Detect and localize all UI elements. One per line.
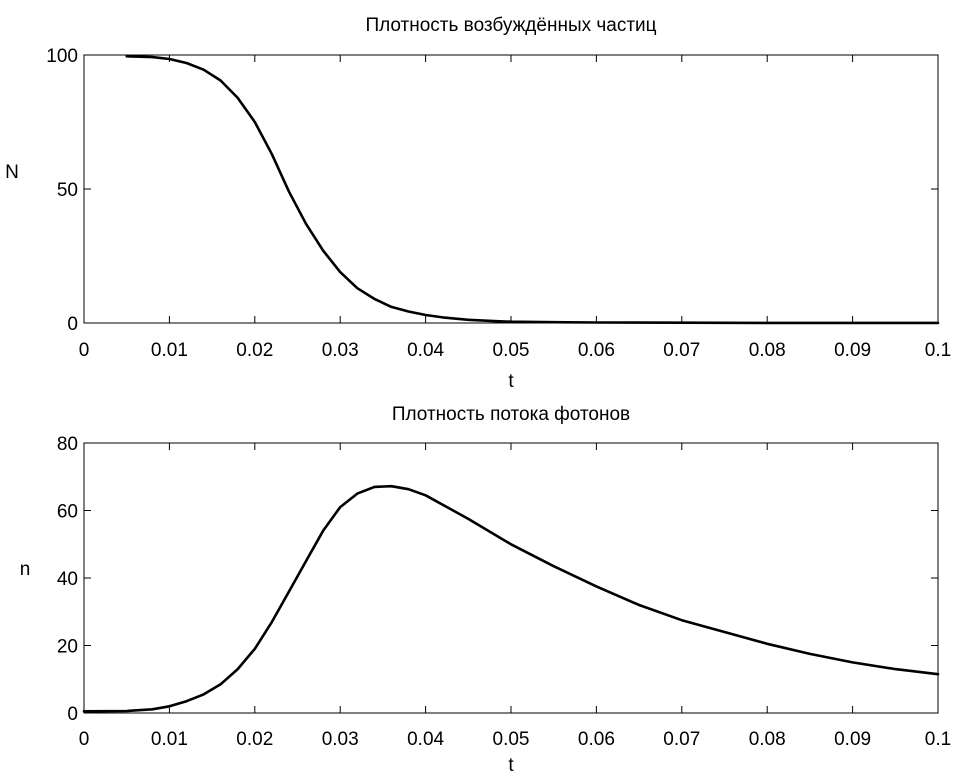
x-tick-label: 0.03 [322,340,359,361]
y-axis-label: N [5,162,19,183]
series-line [125,54,940,325]
x-tick-label: 0.05 [493,729,530,750]
series-line [82,484,940,713]
x-tick-label: 0.02 [236,340,273,361]
chart-panel-2: 0 0.01 0.02 0.03 0.04 0.05 0.06 0.07 0.08 0.09 0.1… [20,404,952,776]
x-tick-label: 0.08 [749,340,786,361]
y-tick-label: 0 [67,314,78,335]
plot-area [83,442,939,714]
x-tick-label: 0.07 [663,340,700,361]
y-tick-label: 50 [57,180,78,201]
x-tick-label: 0.08 [749,729,786,750]
y-axis-label: n [20,559,31,580]
x-axis-label: t [508,755,514,776]
chart-title: Плотность возбуждённых частиц [365,15,656,36]
y-tick-label: 40 [57,569,78,590]
plot-area [83,54,939,324]
x-tick-label: 0.09 [834,340,871,361]
x-axis-label: t [508,371,514,392]
chart-panel-1: 0 0.01 0.02 0.03 0.04 0.05 0.06 0.07 0.08 0.09 0.1… [5,15,951,392]
x-tick-label: 0.1 [925,340,951,361]
x-tick-label: 0.06 [578,340,615,361]
x-tick-label: 0.07 [663,729,700,750]
y-tick-label: 80 [57,434,78,455]
y-tick-label: 20 [57,637,78,658]
x-tick-label: 0.09 [834,729,871,750]
x-tick-label: 0.01 [151,729,188,750]
x-tick-label: 0.03 [322,729,359,750]
x-tick-label: 0.06 [578,729,615,750]
x-tick-label: 0.04 [407,729,444,750]
x-tick-label: 0.04 [407,340,444,361]
y-tick-label: 100 [46,46,78,67]
x-tick-label: 0.1 [925,729,951,750]
y-tick-label: 60 [57,502,78,523]
x-tick-label: 0.02 [236,729,273,750]
x-tick-label: 0.05 [493,340,530,361]
chart-title: Плотность потока фотонов [392,404,630,425]
y-tick-label: 0 [67,704,78,725]
x-tick-label: 0 [79,340,90,361]
x-tick-label: 0.01 [151,340,188,361]
x-tick-label: 0 [79,729,90,750]
